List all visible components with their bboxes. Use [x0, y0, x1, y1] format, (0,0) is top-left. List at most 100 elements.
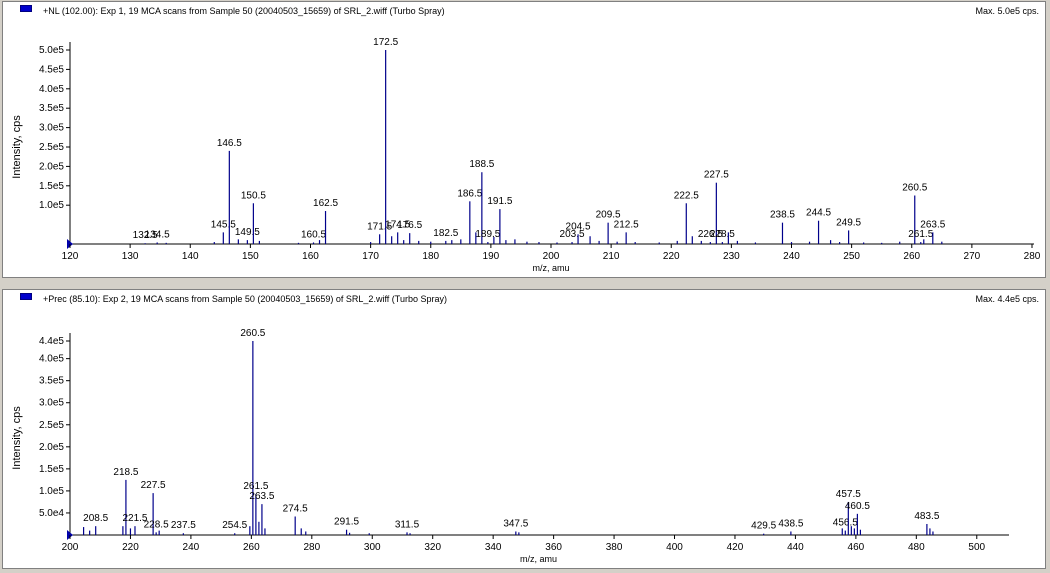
y-tick-label: 3.5e5 — [39, 376, 64, 387]
x-tick-label: 170 — [362, 251, 379, 262]
x-tick-label: 500 — [968, 542, 985, 553]
peak-label: 149.5 — [235, 227, 260, 238]
y-tick-label: 4.5e5 — [39, 64, 64, 75]
peak-label: 146.5 — [217, 138, 242, 149]
peak-label: 260.5 — [240, 328, 265, 339]
peak-label: 263.5 — [249, 491, 274, 502]
x-tick-label: 240 — [783, 251, 800, 262]
x-tick-label: 190 — [483, 251, 500, 262]
panel2-title: +Prec (85.10): Exp 2, 19 MCA scans from … — [43, 294, 447, 304]
peak-label: 188.5 — [469, 159, 494, 170]
peak-label: 263.5 — [920, 219, 945, 230]
x-tick-label: 150 — [242, 251, 259, 262]
y-axis-label: Intensity, cps — [11, 115, 23, 179]
peak-label: 456.5 — [833, 518, 858, 529]
x-tick-label: 400 — [666, 542, 683, 553]
peak-label: 150.5 — [241, 190, 266, 201]
y-tick-label: 4.0e5 — [39, 84, 64, 95]
peak-label: 134.5 — [145, 229, 170, 240]
x-axis-label: m/z, amu — [532, 263, 569, 273]
peak-label: 132.5 — [133, 230, 158, 241]
peak-label: 227.5 — [141, 480, 166, 491]
peak-label: 460.5 — [845, 501, 870, 512]
y-tick-label: 1.5e5 — [39, 464, 64, 475]
peak-label: 249.5 — [836, 217, 861, 228]
x-tick-label: 240 — [183, 542, 200, 553]
x-tick-label: 280 — [303, 542, 320, 553]
spectrum-panel-prec: +Prec (85.10): Exp 2, 19 MCA scans from … — [2, 289, 1046, 569]
peak-label: 260.5 — [902, 183, 927, 194]
x-tick-label: 380 — [606, 542, 623, 553]
x-tick-label: 200 — [543, 251, 560, 262]
y-tick-label: 1.0e5 — [39, 486, 64, 497]
series-marker-icon — [20, 5, 32, 12]
peak-label: 261.5 — [908, 229, 933, 240]
peak-label: 238.5 — [770, 210, 795, 221]
peak-label: 186.5 — [457, 188, 482, 199]
y-tick-label: 2.5e5 — [39, 420, 64, 431]
x-tick-label: 120 — [62, 251, 79, 262]
x-tick-label: 140 — [182, 251, 199, 262]
peak-label: 171.5 — [367, 221, 392, 232]
y-tick-label: 4.0e5 — [39, 354, 64, 365]
peak-label: 172.5 — [373, 37, 398, 48]
y-tick-label: 2.0e5 — [39, 161, 64, 172]
peak-label: 162.5 — [313, 198, 338, 209]
x-tick-label: 420 — [727, 542, 744, 553]
peak-label: 222.5 — [674, 190, 699, 201]
peak-label: 208.5 — [83, 513, 108, 524]
x-tick-label: 460 — [848, 542, 865, 553]
x-tick-label: 300 — [364, 542, 381, 553]
peak-label: 457.5 — [836, 489, 861, 500]
x-tick-label: 130 — [122, 251, 139, 262]
x-tick-label: 260 — [903, 251, 920, 262]
y-tick-label: 3.0e5 — [39, 123, 64, 134]
x-tick-label: 280 — [1024, 251, 1041, 262]
peak-label: 191.5 — [487, 196, 512, 207]
y-tick-label: 5.0e5 — [39, 45, 64, 56]
peak-label: 204.5 — [566, 221, 591, 232]
peak-label: 182.5 — [433, 228, 458, 239]
spectrum-chart-nl[interactable]: 120 130 140 150 160 170 180 190 200 210 220 230 240 2… — [3, 2, 1045, 277]
peak-label: 237.5 — [171, 520, 196, 531]
x-tick-label: 360 — [545, 542, 562, 553]
y-tick-label: 5.0e4 — [39, 508, 64, 519]
x-axis-label: m/z, amu — [520, 554, 557, 564]
peak-label: 347.5 — [503, 518, 528, 529]
panel1-title: +NL (102.00): Exp 1, 19 MCA scans from S… — [43, 6, 445, 16]
y-axis-label: Intensity, cps — [11, 406, 23, 470]
peak-label: 227.5 — [704, 170, 729, 181]
series-marker-icon — [20, 293, 32, 300]
peak-label: 438.5 — [778, 518, 803, 529]
peak-label: 254.5 — [222, 520, 247, 531]
x-tick-label: 220 — [122, 542, 139, 553]
peak-label: 212.5 — [614, 219, 639, 230]
panel2-max-label: Max. 4.4e5 cps. — [975, 294, 1039, 304]
spectrum-panel-nl: +NL (102.00): Exp 1, 19 MCA scans from S… — [2, 1, 1046, 278]
x-tick-label: 210 — [603, 251, 620, 262]
peak-label: 228.5 — [710, 229, 735, 240]
x-tick-label: 180 — [422, 251, 439, 262]
peak-label: 261.5 — [243, 481, 268, 492]
y-tick-label: 1.5e5 — [39, 181, 64, 192]
y-tick-label: 2.5e5 — [39, 142, 64, 153]
spectrum-chart-prec[interactable]: 200 220 240 260 280 300 320 340 360 380 400 420 440 4… — [3, 290, 1045, 568]
x-tick-label: 160 — [302, 251, 319, 262]
x-tick-label: 250 — [843, 251, 860, 262]
peak-label: 203.5 — [560, 229, 585, 240]
peak-label: 218.5 — [113, 467, 138, 478]
x-tick-label: 480 — [908, 542, 925, 553]
peak-label: 274.5 — [283, 503, 308, 514]
peak-label: 145.5 — [211, 219, 236, 230]
peak-label: 311.5 — [395, 519, 420, 530]
x-tick-label: 260 — [243, 542, 260, 553]
x-tick-label: 220 — [663, 251, 680, 262]
y-tick-label: 2.0e5 — [39, 442, 64, 453]
peak-label: 244.5 — [806, 208, 831, 219]
peak-label: 209.5 — [596, 210, 621, 221]
x-tick-label: 440 — [787, 542, 804, 553]
y-tick-label: 1.0e5 — [39, 200, 64, 211]
peak-label: 226.5 — [698, 229, 723, 240]
peak-label: 189.5 — [475, 229, 500, 240]
peak-label: 228.5 — [144, 519, 169, 530]
